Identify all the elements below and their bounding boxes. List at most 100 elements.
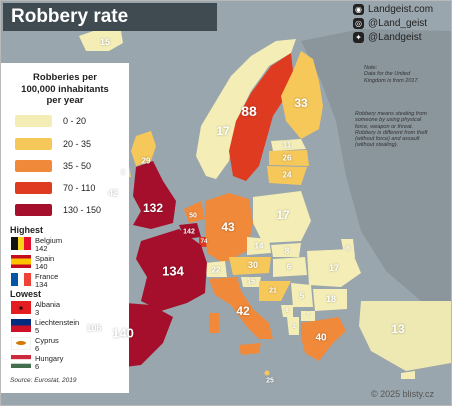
label-poland: 17 (276, 208, 290, 222)
highest-3: France 134 (35, 272, 59, 289)
label-bulgaria: 18 (325, 294, 337, 304)
legend-label-2: 20 - 35 (63, 139, 92, 149)
label-slovenia: 15 (247, 278, 255, 286)
label-austria: 30 (247, 260, 259, 270)
label-estonia: 11 (282, 140, 292, 150)
uk-note: Note: Data for the United Kingdom is fro… (364, 65, 420, 84)
sardinia-shape (209, 313, 219, 333)
serbia-shape (291, 283, 313, 307)
legend-label-1: 0 - 20 (63, 116, 87, 126)
turkey-landmass (359, 301, 451, 371)
label-spain: 140 (112, 325, 134, 341)
netherlands-shape (184, 201, 205, 223)
label-moldova: 8 (346, 245, 350, 253)
highest-1: Belgium 142 (35, 236, 63, 253)
label-scotland: 29 (141, 156, 151, 166)
germany-shape (205, 193, 253, 263)
sweden-shape (229, 53, 293, 181)
poland-shape (253, 191, 311, 243)
label-lithuania: 24 (282, 170, 292, 180)
label-greece: 40 (315, 332, 327, 344)
watermark: © 2025 blisty.cz (371, 389, 434, 399)
legend-swatch-3 (15, 160, 52, 172)
slovakia-shape (271, 243, 301, 257)
hungary-shape (273, 257, 307, 277)
label-malta: 25 (266, 377, 274, 385)
label-n-ireland: 9 (121, 169, 125, 177)
norway-shape (196, 39, 296, 179)
legend-swatch-5 (15, 204, 52, 216)
instagram-icon: ◎ (353, 18, 364, 29)
slovenia-shape (241, 277, 261, 287)
label-sweden: 88 (241, 103, 257, 119)
page-title: Robbery rate (11, 6, 129, 27)
lowest-4: Hungary 6 (35, 354, 64, 371)
flag-al-icon: ✶ (11, 301, 31, 314)
bulgaria-shape (313, 289, 347, 311)
definition-note: Robbery means stealing from someone by u… (355, 111, 428, 149)
label-germany: 43 (221, 220, 235, 234)
label-norway: 17 (216, 124, 230, 138)
uk-shape (133, 161, 176, 229)
label-finland: 33 (294, 96, 308, 110)
flag-be-icon (11, 237, 31, 250)
legend-title: Robberies per 100,000 inhabitants per ye… (21, 72, 109, 106)
flag-li-icon (11, 319, 31, 332)
lowest-1: Albania 3 (35, 300, 61, 317)
legend-swatch-1 (15, 115, 52, 127)
flag-es-icon (11, 255, 31, 268)
label-uk: 132 (142, 201, 164, 215)
malta-shape (264, 370, 270, 376)
label-netherlands: 50 (189, 212, 197, 220)
legend-swatch-2 (15, 138, 52, 150)
twitter-text: @Landgeist (368, 32, 422, 43)
twitter-icon: ✦ (353, 32, 364, 43)
lowest-heading: Lowest (10, 289, 42, 299)
legend-label-3: 35 - 50 (63, 161, 92, 171)
social-twitter[interactable]: ✦ @Landgeist (353, 32, 422, 43)
n-macedonia-shape (301, 311, 315, 321)
lowest-3: Cyprus 6 (35, 336, 59, 353)
instagram-text: @Land_geist (368, 18, 428, 29)
label-romania: 17 (328, 263, 340, 273)
flag-fr-icon (11, 273, 31, 286)
legend-swatch-4 (15, 182, 52, 194)
label-france: 134 (162, 263, 184, 279)
label-albania: 3 (292, 324, 296, 330)
iceland-shape (79, 29, 123, 51)
label-switzerland: 22 (211, 265, 221, 275)
label-iceland: 15 (99, 37, 111, 47)
label-ireland: 42 (107, 188, 119, 198)
italy-shape (209, 277, 273, 339)
svg-text:✶: ✶ (18, 304, 25, 313)
label-latvia: 26 (282, 153, 292, 163)
moldova-shape (341, 239, 355, 259)
title-banner: Robbery rate (3, 3, 217, 31)
flag-hu-icon (11, 355, 31, 368)
lithuania-shape (267, 166, 307, 185)
social-instagram[interactable]: ◎ @Land_geist (353, 18, 427, 29)
lowest-2: Liechtenstein 5 (35, 318, 80, 335)
greece-shape (301, 317, 346, 361)
switzerland-shape (205, 261, 227, 277)
croatia-shape (259, 281, 291, 301)
france-shape (136, 229, 207, 311)
highest-2: Spain 140 (35, 254, 55, 271)
sicily-shape (239, 343, 261, 355)
luxembourg-shape (199, 237, 207, 247)
legend-label-5: 130 - 150 (63, 205, 102, 215)
social-website[interactable]: ◉ Landgeist.com (353, 4, 433, 15)
label-luxembourg: 74 (200, 239, 208, 245)
label-portugal: 106 (86, 323, 102, 333)
source-note: Source: Eurostat, 2019 (10, 377, 77, 384)
label-montenegro: 8 (285, 308, 289, 314)
highest-heading: Highest (10, 225, 44, 235)
russia-landmass (301, 29, 451, 321)
label-hungary: 6 (286, 262, 292, 272)
finland-shape (281, 51, 323, 139)
label-italy: 42 (236, 304, 250, 318)
flag-cy-icon (10, 336, 32, 351)
montenegro-shape (281, 305, 293, 317)
czechia-shape (247, 237, 271, 255)
